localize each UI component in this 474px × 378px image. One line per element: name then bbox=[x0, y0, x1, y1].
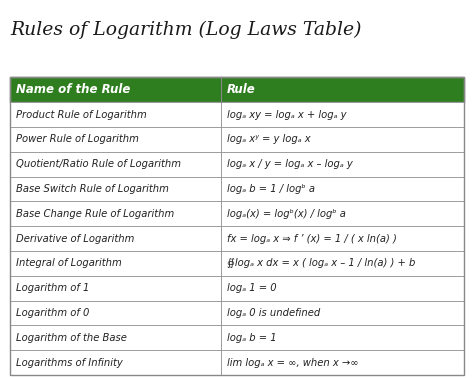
Bar bbox=[221, 325, 464, 350]
Text: Quotient/Ratio Rule of Logarithm: Quotient/Ratio Rule of Logarithm bbox=[16, 159, 181, 169]
Bar bbox=[221, 77, 464, 102]
Bar bbox=[10, 226, 221, 251]
Text: ∯logₐ x dx = x ( logₐ x – 1 / ln(a) ) + b: ∯logₐ x dx = x ( logₐ x – 1 / ln(a) ) + … bbox=[227, 259, 415, 268]
Text: Logarithm of the Base: Logarithm of the Base bbox=[16, 333, 127, 343]
Bar bbox=[221, 201, 464, 226]
Text: Name of the Rule: Name of the Rule bbox=[16, 84, 130, 96]
Bar bbox=[10, 152, 221, 177]
Bar bbox=[10, 276, 221, 301]
Bar bbox=[10, 350, 221, 375]
Bar bbox=[10, 325, 221, 350]
Bar bbox=[221, 301, 464, 325]
Text: logₐ b = 1 / logᵇ a: logₐ b = 1 / logᵇ a bbox=[227, 184, 315, 194]
Text: logₐ 0 is undefined: logₐ 0 is undefined bbox=[227, 308, 320, 318]
Text: Logarithm of 0: Logarithm of 0 bbox=[16, 308, 90, 318]
Bar bbox=[10, 77, 221, 102]
Bar bbox=[221, 251, 464, 276]
Bar bbox=[10, 201, 221, 226]
Text: Derivative of Logarithm: Derivative of Logarithm bbox=[16, 234, 135, 244]
Text: Product Rule of Logarithm: Product Rule of Logarithm bbox=[16, 110, 147, 120]
Bar bbox=[221, 177, 464, 201]
Text: logₐ xʸ = y logₐ x: logₐ xʸ = y logₐ x bbox=[227, 135, 310, 144]
Bar bbox=[10, 251, 221, 276]
Text: Integral of Logarithm: Integral of Logarithm bbox=[16, 259, 122, 268]
Text: fx = logₐ x ⇒ f ’ (x) = 1 / ( x ln(a) ): fx = logₐ x ⇒ f ’ (x) = 1 / ( x ln(a) ) bbox=[227, 234, 397, 244]
Bar bbox=[10, 177, 221, 201]
Text: Rule: Rule bbox=[227, 84, 255, 96]
Text: Logarithms of Infinity: Logarithms of Infinity bbox=[16, 358, 123, 367]
Text: logₐ x / y = logₐ x – logₐ y: logₐ x / y = logₐ x – logₐ y bbox=[227, 159, 353, 169]
Bar bbox=[10, 102, 221, 127]
Bar bbox=[221, 102, 464, 127]
Bar bbox=[10, 77, 464, 375]
Text: Power Rule of Logarithm: Power Rule of Logarithm bbox=[16, 135, 139, 144]
Text: logₐ 1 = 0: logₐ 1 = 0 bbox=[227, 283, 276, 293]
Text: lim logₐ x = ∞, when x →∞: lim logₐ x = ∞, when x →∞ bbox=[227, 358, 358, 367]
Text: Base Change Rule of Logarithm: Base Change Rule of Logarithm bbox=[16, 209, 174, 219]
Bar bbox=[10, 77, 464, 102]
Text: logₐ(x) = logᵇ(x) / logᵇ a: logₐ(x) = logᵇ(x) / logᵇ a bbox=[227, 209, 346, 219]
Bar bbox=[221, 152, 464, 177]
Bar bbox=[221, 350, 464, 375]
Bar bbox=[221, 127, 464, 152]
Text: logₐ xy = logₐ x + logₐ y: logₐ xy = logₐ x + logₐ y bbox=[227, 110, 346, 120]
Text: logₐ b = 1: logₐ b = 1 bbox=[227, 333, 276, 343]
Bar bbox=[221, 226, 464, 251]
Text: Logarithm of 1: Logarithm of 1 bbox=[16, 283, 90, 293]
Bar bbox=[221, 276, 464, 301]
Bar bbox=[10, 301, 221, 325]
Text: Rules of Logarithm (Log Laws Table): Rules of Logarithm (Log Laws Table) bbox=[10, 21, 362, 39]
Text: Base Switch Rule of Logarithm: Base Switch Rule of Logarithm bbox=[16, 184, 169, 194]
Bar bbox=[10, 127, 221, 152]
